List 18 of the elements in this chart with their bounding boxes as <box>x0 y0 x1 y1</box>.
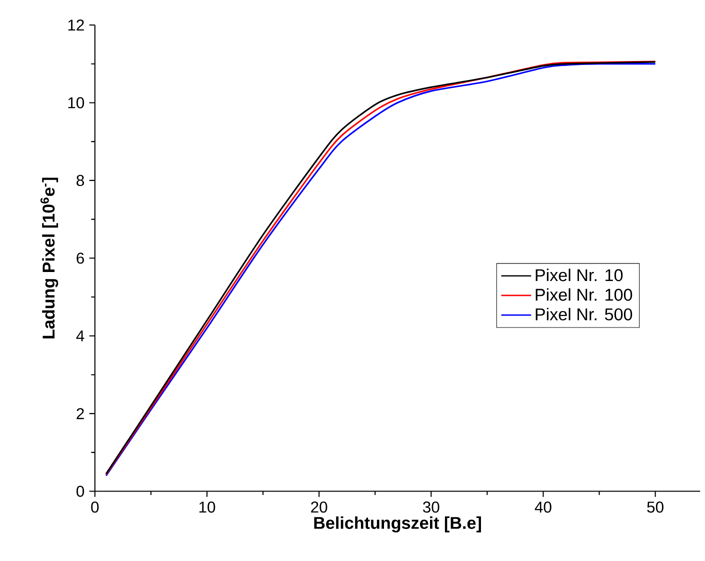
y-tick-label: 4 <box>76 330 84 342</box>
y-tick-label: 2 <box>76 408 84 420</box>
x-tick-label: 0 <box>91 501 99 513</box>
x-tick-label: 30 <box>422 501 440 513</box>
x-axis-title: Belichtungszeit [B.e] <box>314 516 481 532</box>
y-tick-label: 6 <box>76 252 84 264</box>
y-axis-title: Ladung Pixel [10$^{6}$e$^{-}$] <box>40 178 58 338</box>
x-tick-label: 20 <box>311 501 328 513</box>
legend-label: Pixel Nr. 100 <box>536 288 632 301</box>
legend-label: Pixel Nr. 10 <box>536 268 623 282</box>
y-tick-label: 10 <box>68 97 84 108</box>
x-tick-label: 40 <box>534 501 552 513</box>
y-tick-label: 12 <box>68 19 84 30</box>
y-tick-label: 0 <box>76 486 84 497</box>
x-tick-label: 10 <box>199 501 216 513</box>
legend-label: Pixel Nr. 500 <box>536 308 632 320</box>
x-tick-label: 50 <box>647 501 664 513</box>
y-tick-label: 8 <box>76 174 84 186</box>
